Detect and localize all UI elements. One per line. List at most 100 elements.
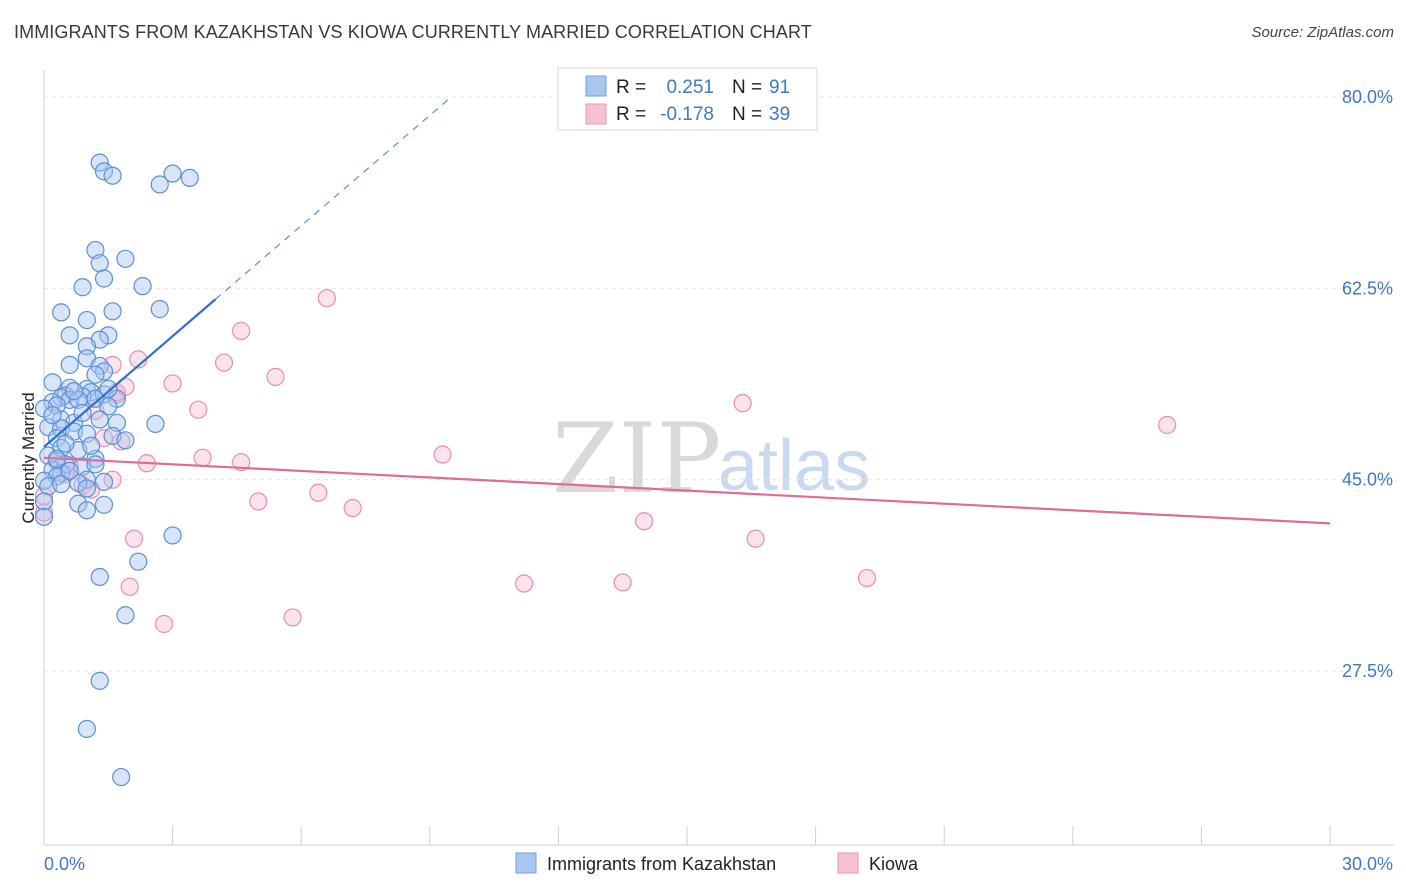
kazakhstan-point <box>90 254 109 273</box>
kiowa-point <box>249 492 268 511</box>
kazakhstan-point <box>86 365 105 384</box>
kiowa-point <box>124 529 144 548</box>
kazakhstan-point <box>103 166 122 185</box>
legend-swatch-pink <box>585 103 607 125</box>
legend-r-label-pink: R = <box>616 104 646 125</box>
gridlines <box>44 96 1394 672</box>
kiowa-point <box>733 394 752 413</box>
kiowa-point <box>232 453 251 472</box>
y-tick-label: 27.5% <box>1342 661 1393 681</box>
kazakhstan-point <box>52 474 71 494</box>
kazakhstan-point <box>133 277 152 296</box>
kazakhstan-point <box>94 269 114 288</box>
kazakhstan-point <box>60 355 79 374</box>
y-axis-label: Currently Married <box>19 392 38 523</box>
kazakhstan-point <box>112 767 131 787</box>
y-tick-label: 80.0% <box>1342 87 1393 107</box>
kazakhstan-point <box>60 326 79 345</box>
source-label: Source: ZipAtlas.com <box>1251 24 1394 41</box>
kiowa-point <box>266 367 285 386</box>
kiowa-point <box>283 608 302 627</box>
y-tick-label: 45.0% <box>1342 470 1393 490</box>
kazakhstan-point <box>52 303 71 322</box>
kazakhstan-point <box>77 424 96 443</box>
kiowa-point <box>343 498 362 518</box>
kiowa-point <box>746 529 765 548</box>
kiowa-trend-line <box>43 456 1331 525</box>
legend-swatch-kazakhstan <box>515 852 537 874</box>
kiowa-point <box>635 512 654 531</box>
legend-r-label-blue: R = <box>616 77 646 98</box>
kiowa-point <box>193 448 212 467</box>
kazakhstan-point <box>103 302 122 321</box>
kiowa-point <box>189 400 208 419</box>
kazakhstan-point <box>129 552 148 571</box>
kazakhstan-point <box>180 168 199 188</box>
kazakhstan-point <box>86 455 105 474</box>
x-tick-label-max: 30.0% <box>1342 854 1393 874</box>
kazakhstan-point <box>116 606 135 625</box>
kiowa-point <box>317 289 337 308</box>
kazakhstan-point <box>90 567 109 587</box>
kiowa-point <box>154 614 174 634</box>
kazakhstan-point <box>77 501 96 520</box>
kazakhstan-point <box>77 310 96 330</box>
kazakhstan-point <box>99 326 118 345</box>
legend-n-value-blue: 91 <box>769 77 790 98</box>
kiowa-point <box>857 568 877 588</box>
kazakhstan-point <box>90 410 109 429</box>
kazakhstan-point <box>82 436 101 455</box>
kazakhstan-trend-extension <box>215 96 452 300</box>
kazakhstan-point <box>99 379 118 399</box>
kazakhstan-point <box>77 719 96 739</box>
legend-n-label-blue: N = <box>732 77 762 98</box>
kazakhstan-point <box>73 278 92 297</box>
kazakhstan-point <box>94 472 114 491</box>
kazakhstan-point <box>94 495 114 514</box>
kazakhstan-point <box>150 300 169 319</box>
kazakhstan-point <box>90 153 109 172</box>
legend-n-label-pink: N = <box>732 104 762 125</box>
kazakhstan-point <box>34 492 54 511</box>
kazakhstan-point <box>163 526 182 545</box>
kiowa-point <box>163 374 182 393</box>
stats-legend: R = 0.251 N = 91 R = -0.178 N = 39 <box>557 67 818 131</box>
kiowa-point <box>433 445 452 464</box>
x-tick-label-min: 0.0% <box>44 854 85 874</box>
kazakhstan-point <box>116 431 135 450</box>
legend-label-kazakhstan: Immigrants from Kazakhstan <box>547 854 776 874</box>
kiowa-point <box>214 353 234 372</box>
x-axis-ticks <box>172 826 1331 845</box>
kiowa-point <box>232 321 251 341</box>
kiowa-point <box>613 573 632 592</box>
kazakhstan-point <box>43 406 62 425</box>
kazakhstan-point <box>116 249 135 268</box>
kazakhstan-point <box>94 162 114 181</box>
kazakhstan-point <box>146 414 165 434</box>
kiowa-point <box>1158 415 1177 435</box>
kazakhstan-point <box>56 434 75 453</box>
kiowa-point <box>120 577 139 596</box>
kazakhstan-point <box>150 175 169 194</box>
kazakhstan-point <box>34 507 54 526</box>
kazakhstan-point <box>64 382 84 401</box>
series-legend: Immigrants from Kazakhstan Kiowa <box>515 852 919 874</box>
legend-r-value-pink: -0.178 <box>660 104 714 125</box>
y-tick-label: 62.5% <box>1342 278 1393 298</box>
legend-n-value-pink: 39 <box>769 104 790 125</box>
kazakhstan-point <box>43 373 62 392</box>
y-axis-tick-labels: 27.5% 45.0% 62.5% 80.0% <box>1342 87 1393 681</box>
legend-label-kiowa: Kiowa <box>869 854 919 874</box>
kiowa-point <box>34 486 54 506</box>
kazakhstan-points <box>34 153 199 787</box>
watermark: ZIP atlas <box>552 403 870 515</box>
kazakhstan-trend-line <box>43 298 217 448</box>
watermark-zip: ZIP <box>552 403 721 515</box>
legend-r-value-blue: 0.251 <box>666 77 714 98</box>
kazakhstan-point <box>163 164 182 183</box>
kazakhstan-point <box>60 461 79 481</box>
legend-swatch-blue <box>585 75 607 97</box>
kiowa-point <box>309 483 328 502</box>
kiowa-point <box>515 574 534 593</box>
